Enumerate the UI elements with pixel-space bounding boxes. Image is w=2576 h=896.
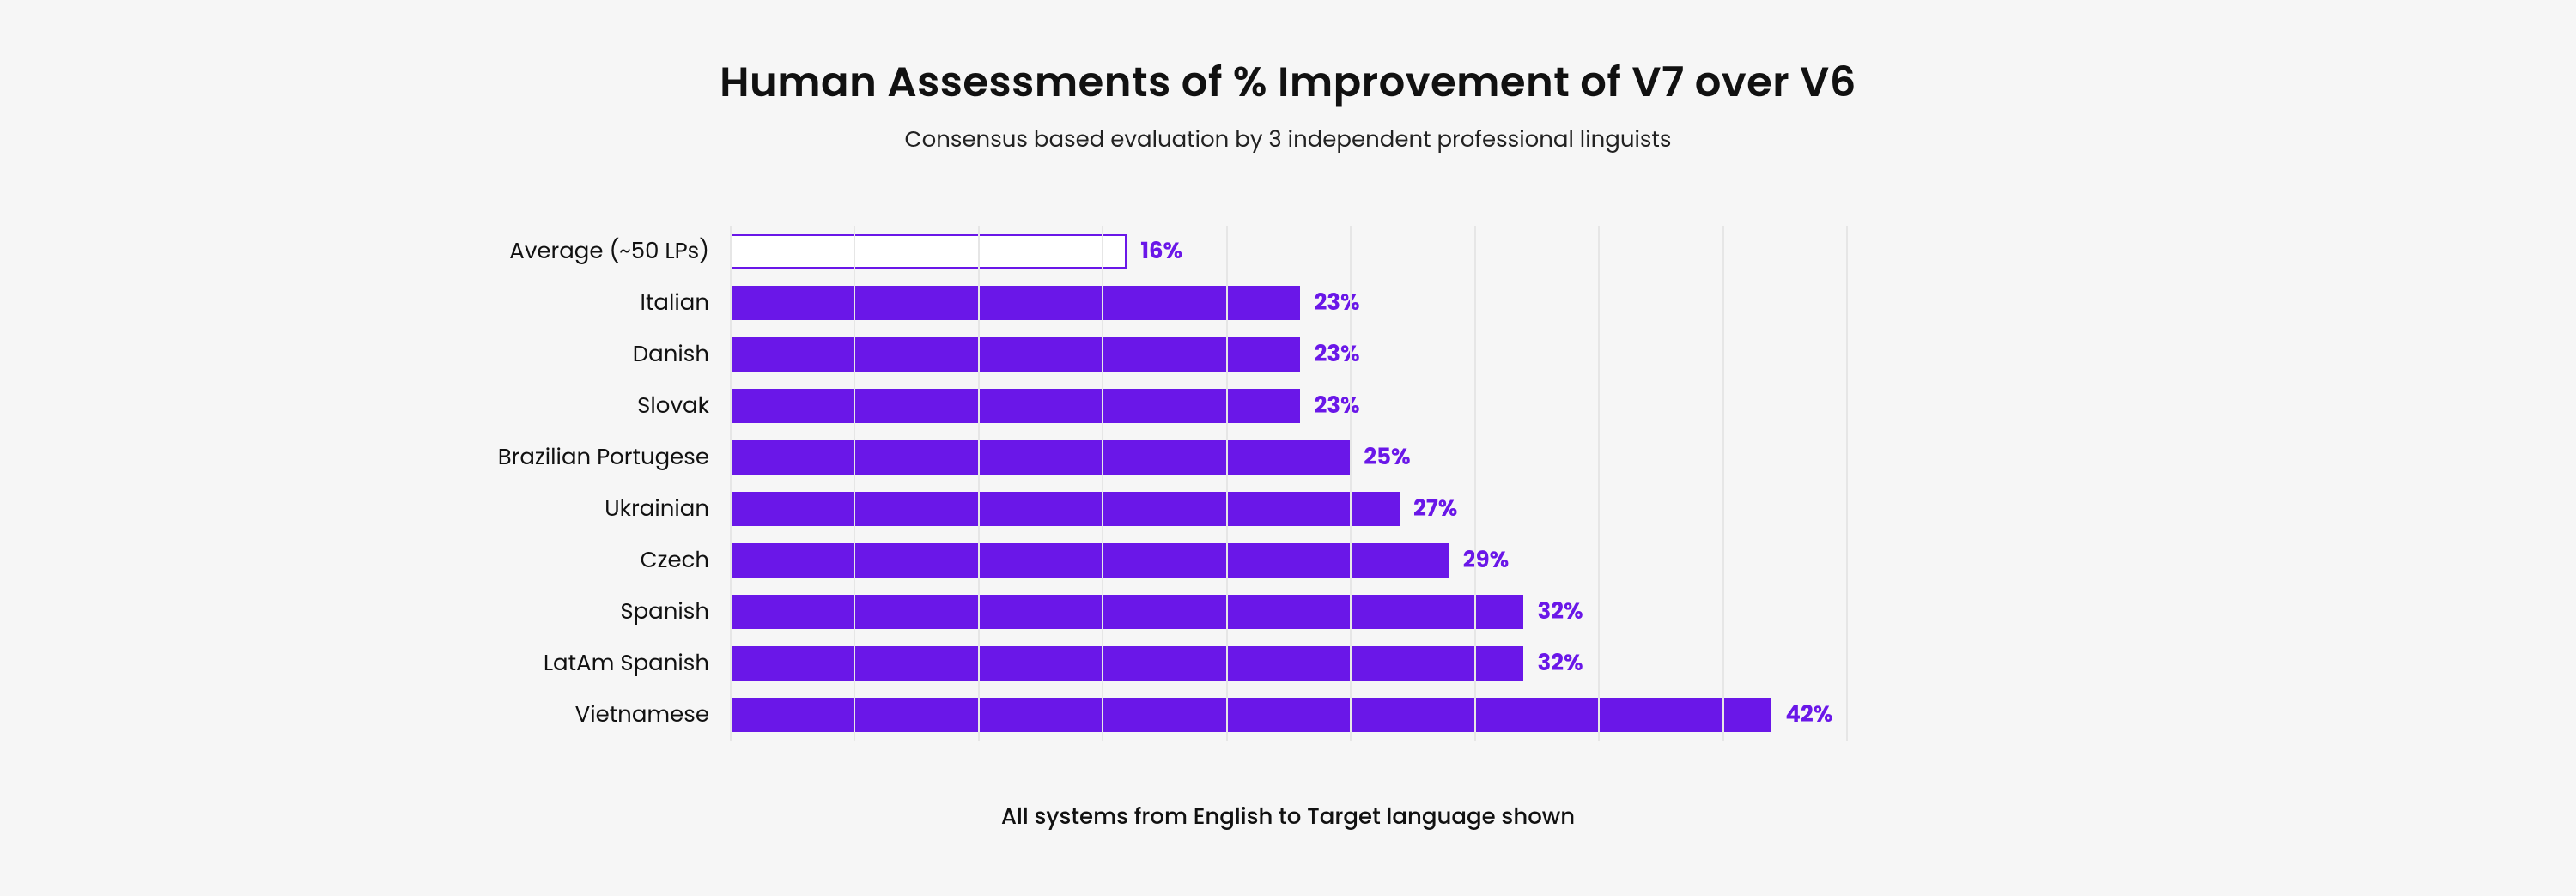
gridline [1350, 226, 1352, 741]
value-label: 42% [1785, 699, 1832, 732]
bar [730, 595, 1523, 629]
value-label: 23% [1314, 287, 1359, 320]
bar [730, 234, 1127, 269]
bar [730, 337, 1300, 372]
bar-row: Slovak23% [730, 380, 1846, 432]
gridline [1226, 226, 1228, 741]
bar-row: Vietnamese42% [730, 689, 1846, 741]
gridline [978, 226, 980, 741]
category-label: Average (~50 LPs) [509, 235, 730, 269]
gridline [1474, 226, 1476, 741]
bar [730, 698, 1771, 732]
chart-container: Human Assessments of % Improvement of V7… [0, 0, 2576, 896]
bar [730, 389, 1300, 423]
bar [730, 286, 1300, 320]
bar-row: Danish23% [730, 329, 1846, 380]
bar-rows: Average (~50 LPs)16%Italian23%Danish23%S… [730, 226, 1846, 741]
value-label: 23% [1314, 390, 1359, 423]
bar-row: LatAm Spanish32% [730, 638, 1846, 689]
category-label: Brazilian Portugese [498, 441, 730, 475]
bar-row: Italian23% [730, 277, 1846, 329]
category-label: Vietnamese [575, 699, 730, 732]
category-label: Italian [641, 287, 730, 320]
bar [730, 440, 1350, 475]
chart-footer: All systems from English to Target langu… [1001, 801, 1575, 834]
bar-row: Czech29% [730, 535, 1846, 586]
bar [730, 492, 1400, 526]
category-label: Czech [641, 544, 730, 578]
bar [730, 646, 1523, 681]
value-label: 25% [1364, 441, 1410, 475]
gridline [1102, 226, 1103, 741]
gridline [1846, 226, 1848, 741]
category-label: Slovak [637, 390, 730, 423]
category-label: LatAm Spanish [544, 647, 730, 681]
bar-chart: Average (~50 LPs)16%Italian23%Danish23%S… [730, 226, 1846, 741]
bar-row: Average (~50 LPs)16% [730, 226, 1846, 277]
bar-row: Spanish32% [730, 586, 1846, 638]
bar-row: Ukrainian27% [730, 483, 1846, 535]
category-label: Spanish [620, 596, 730, 629]
gridline [730, 226, 732, 741]
category-label: Danish [633, 338, 730, 372]
value-label: 29% [1463, 544, 1509, 578]
bar [730, 543, 1449, 578]
value-label: 23% [1314, 338, 1359, 372]
plot-area: Average (~50 LPs)16%Italian23%Danish23%S… [730, 226, 1846, 741]
gridline [1598, 226, 1600, 741]
gridline [1722, 226, 1724, 741]
value-label: 16% [1140, 235, 1182, 269]
category-label: Ukrainian [605, 493, 730, 526]
value-label: 27% [1413, 493, 1457, 526]
bar-row: Brazilian Portugese25% [730, 432, 1846, 483]
chart-subtitle: Consensus based evaluation by 3 independ… [905, 124, 1672, 157]
chart-title: Human Assessments of % Improvement of V7… [720, 51, 1856, 113]
gridline [854, 226, 855, 741]
value-label: 32% [1537, 596, 1583, 629]
value-label: 32% [1537, 647, 1583, 681]
